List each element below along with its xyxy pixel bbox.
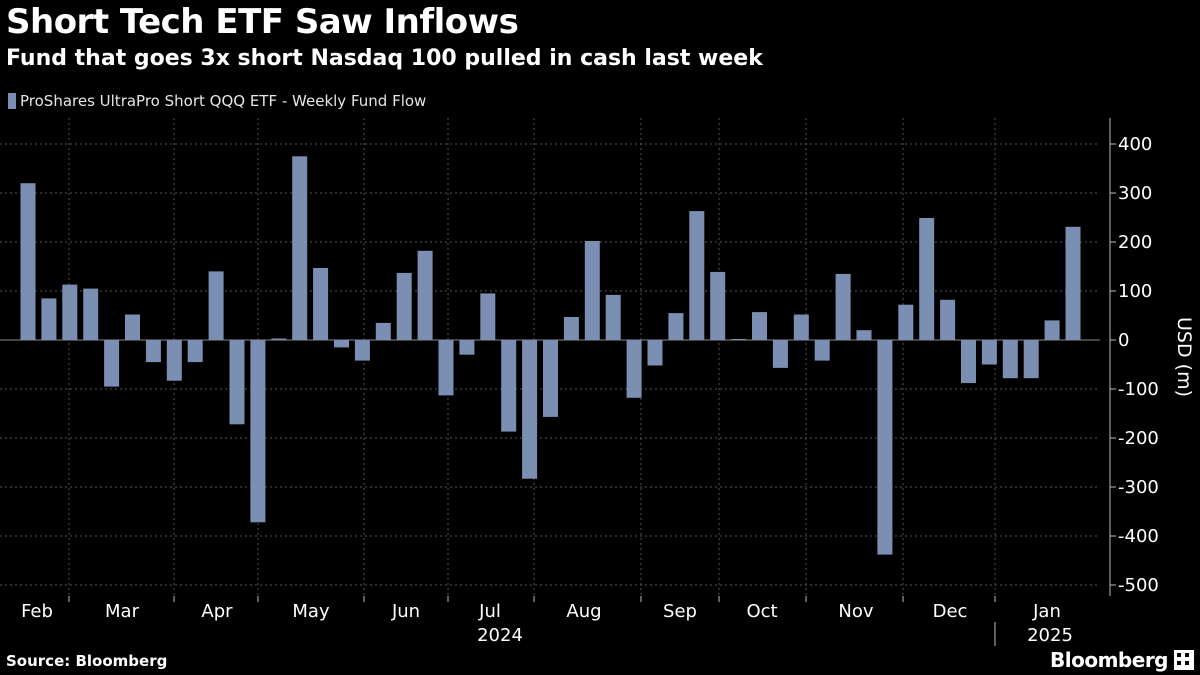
bar [710,271,726,340]
bar [626,340,642,398]
chart-legend: ProShares UltraPro Short QQQ ETF - Weekl… [8,92,426,110]
x-year-label: 2025 [1027,625,1073,646]
y-tick-label: 200 [1118,232,1152,253]
bar [1002,340,1018,379]
bar [208,271,224,340]
bar [668,313,684,340]
bar [898,304,914,340]
y-tick-label: -300 [1118,477,1159,498]
bar [417,250,433,340]
x-tick-label: Jul [478,601,501,622]
bar [1044,320,1060,340]
bar [731,339,747,340]
bar [480,293,496,340]
bar [543,340,558,417]
bar [229,340,245,425]
bar [689,211,705,340]
x-tick-label: Sep [663,601,697,622]
x-tick-label: Jun [391,601,420,622]
bar [835,273,851,340]
bar [145,340,161,363]
x-tick-label: Nov [838,601,873,622]
bar [459,340,475,355]
x-year-label: 2024 [477,625,523,646]
chart-subtitle: Fund that goes 3x short Nasdaq 100 pulle… [6,46,763,71]
y-tick-label: 100 [1118,281,1152,302]
bar [20,183,36,340]
legend-label: ProShares UltraPro Short QQQ ETF - Weekl… [20,92,427,110]
y-tick-label: 400 [1118,134,1152,155]
brand-logo-text: Bloomberg [1050,648,1168,672]
y-tick-label: 0 [1118,330,1129,351]
bar [856,330,872,340]
bar [313,268,329,340]
x-tick-label: Mar [105,601,140,622]
bar [354,340,370,361]
bar [752,312,767,340]
bar [187,340,203,363]
bar [563,317,579,340]
x-tick-label: Aug [566,601,601,622]
chart-title: Short Tech ETF Saw Inflows [6,2,519,42]
y-tick-label: -500 [1118,575,1159,596]
bar [1065,226,1081,340]
bar [292,156,308,341]
bar [396,272,412,340]
x-tick-label: Oct [746,601,777,622]
bar [501,340,517,432]
bar [981,340,997,365]
bar [375,322,391,340]
bar [647,340,663,366]
bar [584,241,600,340]
source-note: Source: Bloomberg [6,652,168,670]
y-tick-label: 300 [1118,183,1152,204]
bar [1023,340,1039,379]
bar [271,338,287,340]
bar [83,288,99,340]
bar [125,314,140,340]
bar [334,340,349,348]
bar [772,340,788,368]
bar [919,218,935,340]
bar [166,340,182,381]
y-axis-label: USD (m) [1173,317,1195,397]
y-tick-label: -400 [1118,526,1159,547]
y-tick-label: -200 [1118,428,1159,449]
bloomberg-logo-icon [1174,650,1194,670]
legend-swatch [8,93,16,109]
x-tick-label: May [292,601,330,622]
x-tick-label: Jan [1032,601,1061,622]
bar [438,340,454,396]
bar [940,299,956,340]
bar [961,340,976,384]
bar [793,314,809,340]
bar [104,340,120,387]
bar [62,284,78,340]
bar [877,340,893,555]
bar [522,340,538,479]
x-tick-label: Apr [201,601,233,622]
y-tick-label: -100 [1118,379,1159,400]
x-tick-label: Dec [933,601,968,622]
bar [605,294,621,340]
bar [41,298,57,340]
bar [250,340,266,523]
x-tick-label: Feb [21,601,53,622]
bar [814,340,830,361]
